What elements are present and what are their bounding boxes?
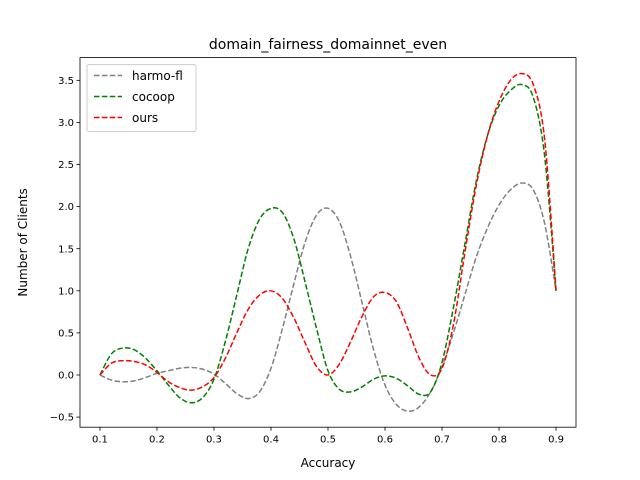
- x-tick-label: 0.4: [263, 435, 279, 446]
- x-axis-label: Accuracy: [301, 456, 356, 470]
- plot-frame: [79, 57, 577, 428]
- x-tick-label: 0.1: [92, 435, 108, 446]
- y-tick-label: 3.0: [58, 118, 74, 129]
- y-axis: −0.5 0.0 0.5 1.0 1.5 2.0 2.5 3.0 3.5: [50, 76, 80, 424]
- x-tick-label: 0.8: [491, 435, 507, 446]
- y-tick-label: 3.5: [58, 76, 74, 87]
- legend-label-ours: ours: [132, 111, 158, 125]
- x-tick-label: 0.3: [206, 435, 222, 446]
- y-axis-label: Number of Clients: [16, 188, 30, 296]
- series-lines: [99, 72, 557, 413]
- y-tick-label: 2.5: [58, 160, 74, 171]
- legend-box: [86, 64, 197, 133]
- legend-label-harmo-fl: harmo-fl: [132, 69, 183, 83]
- y-tick-label: −0.5: [50, 413, 74, 424]
- series-line-harmo-fl: [99, 182, 557, 413]
- legend-label-cocoop: cocoop: [132, 90, 175, 104]
- x-tick-label: 0.9: [548, 435, 564, 446]
- y-tick-label: 0.0: [58, 371, 74, 382]
- x-tick-label: 0.5: [320, 435, 336, 446]
- series-line-ours: [99, 72, 557, 391]
- y-tick-label: 2.0: [58, 202, 74, 213]
- legend: harmo-fl cocoop ours: [86, 64, 197, 133]
- x-tick-label: 0.7: [434, 435, 450, 446]
- x-tick-label: 0.6: [377, 435, 393, 446]
- y-tick-label: 1.5: [58, 244, 74, 255]
- x-tick-label: 0.2: [149, 435, 165, 446]
- y-tick-label: 0.5: [58, 329, 74, 340]
- y-tick-label: 1.0: [58, 286, 74, 297]
- x-axis: 0.1 0.2 0.3 0.4 0.5 0.6 0.7 0.8 0.9: [92, 427, 564, 446]
- chart-title: domain_fairness_domainnet_even: [209, 37, 447, 53]
